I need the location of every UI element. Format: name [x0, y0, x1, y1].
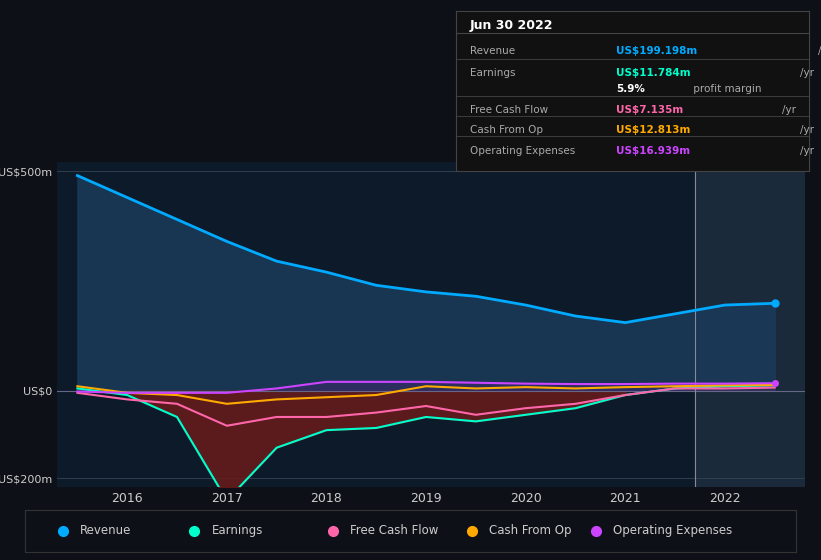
- Text: profit margin: profit margin: [690, 84, 761, 94]
- Text: /yr: /yr: [800, 146, 814, 156]
- Text: Jun 30 2022: Jun 30 2022: [470, 19, 553, 32]
- Text: Revenue: Revenue: [80, 524, 131, 537]
- Text: US$11.784m: US$11.784m: [617, 68, 691, 78]
- Bar: [695, 162, 805, 487]
- Text: US$7.135m: US$7.135m: [617, 105, 684, 115]
- Text: Free Cash Flow: Free Cash Flow: [470, 105, 548, 115]
- Text: Free Cash Flow: Free Cash Flow: [351, 524, 438, 537]
- Text: Operating Expenses: Operating Expenses: [612, 524, 732, 537]
- Text: Earnings: Earnings: [211, 524, 263, 537]
- Text: Operating Expenses: Operating Expenses: [470, 146, 575, 156]
- Text: Earnings: Earnings: [470, 68, 516, 78]
- Text: /yr: /yr: [782, 105, 796, 115]
- Text: /yr: /yr: [800, 68, 814, 78]
- Text: Cash From Op: Cash From Op: [470, 125, 543, 136]
- Text: US$199.198m: US$199.198m: [617, 46, 698, 57]
- Text: Cash From Op: Cash From Op: [489, 524, 571, 537]
- Text: US$12.813m: US$12.813m: [617, 125, 690, 136]
- Text: /yr: /yr: [800, 125, 814, 136]
- Text: /yr: /yr: [819, 46, 821, 57]
- Text: US$16.939m: US$16.939m: [617, 146, 690, 156]
- Text: Revenue: Revenue: [470, 46, 515, 57]
- Text: 5.9%: 5.9%: [617, 84, 645, 94]
